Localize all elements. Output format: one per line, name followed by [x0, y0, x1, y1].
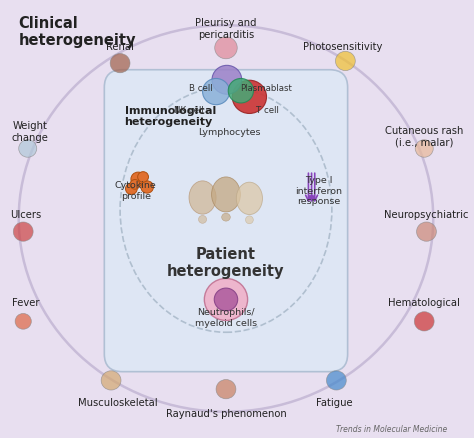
Circle shape [228, 79, 254, 104]
Text: Neutrophils/
myeloid cells: Neutrophils/ myeloid cells [195, 307, 257, 327]
Text: Pleurisy and
pericarditis: Pleurisy and pericarditis [195, 18, 257, 40]
Text: T cell: T cell [256, 106, 279, 115]
Circle shape [327, 371, 346, 390]
Text: Clinical
heterogeneity: Clinical heterogeneity [18, 16, 136, 48]
Text: Fatigue: Fatigue [316, 397, 353, 407]
Circle shape [130, 180, 140, 190]
Text: Cytokine
profile: Cytokine profile [115, 181, 157, 200]
Text: Plasmablast: Plasmablast [241, 84, 292, 92]
Ellipse shape [246, 216, 253, 224]
Circle shape [336, 52, 356, 71]
Text: Raynaud's phenomenon: Raynaud's phenomenon [165, 408, 286, 418]
Text: Hematological: Hematological [388, 297, 460, 307]
Text: Renal: Renal [106, 42, 134, 52]
Circle shape [131, 173, 146, 187]
Circle shape [415, 141, 433, 158]
Circle shape [417, 223, 437, 242]
Circle shape [204, 279, 247, 321]
Ellipse shape [211, 177, 240, 212]
Text: Immunological
heterogeneity: Immunological heterogeneity [125, 106, 216, 127]
Circle shape [414, 312, 434, 331]
Text: Type I
interferon
response: Type I interferon response [295, 176, 342, 205]
Text: Lymphocytes: Lymphocytes [198, 128, 261, 137]
Circle shape [232, 81, 266, 114]
Circle shape [215, 38, 237, 60]
Ellipse shape [222, 214, 230, 222]
Text: Ulcers: Ulcers [10, 210, 41, 219]
Text: Cutaneous rash
(i.e., malar): Cutaneous rash (i.e., malar) [385, 125, 464, 147]
Text: NK cell: NK cell [174, 106, 204, 115]
Circle shape [13, 223, 33, 242]
Circle shape [110, 54, 130, 74]
Circle shape [202, 79, 229, 106]
Ellipse shape [189, 181, 216, 215]
Text: Patient
heterogeneity: Patient heterogeneity [167, 247, 285, 279]
FancyBboxPatch shape [104, 71, 347, 372]
Circle shape [141, 181, 154, 194]
Text: Photosensitivity: Photosensitivity [303, 42, 383, 52]
Text: Trends in Molecular Medicine: Trends in Molecular Medicine [336, 424, 447, 433]
Text: Neuropsychiatric: Neuropsychiatric [384, 210, 469, 219]
Circle shape [212, 66, 242, 95]
Text: B cell: B cell [189, 84, 212, 92]
Circle shape [214, 288, 237, 311]
Ellipse shape [237, 183, 263, 215]
Circle shape [101, 371, 121, 390]
Circle shape [15, 314, 31, 329]
Text: Weight
change: Weight change [11, 121, 48, 142]
Circle shape [216, 380, 236, 399]
Ellipse shape [199, 216, 207, 224]
Text: Musculoskeletal: Musculoskeletal [78, 397, 158, 407]
Circle shape [126, 184, 137, 195]
Circle shape [137, 172, 148, 183]
Circle shape [18, 141, 37, 158]
Text: Fever: Fever [12, 297, 39, 307]
